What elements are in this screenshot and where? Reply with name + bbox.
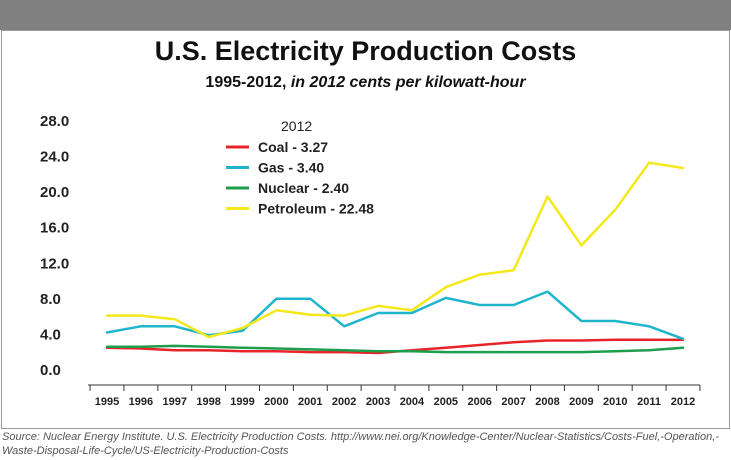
series-line [105, 290, 685, 341]
x-tick-label: 2002 [332, 396, 356, 408]
header-bar [0, 0, 731, 30]
x-tick-label: 2009 [569, 396, 593, 408]
series-line [105, 161, 685, 339]
x-tick-label: 2000 [264, 396, 288, 408]
x-tick-label: 2003 [366, 396, 390, 408]
legend-entry: Gas - 3.40 [258, 160, 324, 176]
legend-entry: Petroleum - 22.48 [258, 201, 374, 217]
x-tick-label: 2008 [535, 396, 559, 408]
source-note: Source: Nuclear Energy Institute. U.S. E… [2, 431, 719, 457]
series-line [105, 344, 685, 354]
chart-frame [1, 30, 730, 429]
y-tick-label: 28.0 [40, 113, 69, 130]
x-tick-label: 2001 [298, 396, 322, 408]
x-tick-label: 2004 [400, 396, 425, 408]
y-tick-label: 4.0 [40, 326, 61, 343]
chart-axes: 0.0 4.0 8.0 12.0 16.0 20.0 24.0 28.0 1995 1996 199… [40, 113, 701, 408]
chart-series [105, 161, 685, 355]
x-tick-label: 2007 [501, 396, 525, 408]
chart-legend: 2012 Coal - 3.27 Gas - 3.40 Nuclear - 2.40 P… [226, 118, 374, 217]
x-tick-label: 2010 [603, 396, 627, 408]
legend-entry: Coal - 3.27 [258, 139, 328, 155]
x-tick-label: 2006 [467, 396, 491, 408]
y-tick-label: 20.0 [40, 184, 69, 201]
y-tick-label: 12.0 [40, 255, 69, 272]
chart-subtitle: 1995-2012, in 2012 cents per kilowatt-ho… [0, 74, 731, 92]
x-tick-label: 1996 [129, 396, 153, 408]
subtitle-range: 1995-2012, [205, 74, 291, 91]
x-tick-label: 1998 [196, 396, 220, 408]
subtitle-units: in 2012 cents per kilowatt-hour [290, 74, 526, 91]
y-tick-label: 16.0 [40, 220, 69, 237]
x-tick-label: 1995 [95, 396, 119, 408]
legend-title: 2012 [281, 118, 312, 134]
x-tick-label: 2011 [637, 396, 661, 408]
x-tick-label: 2005 [434, 396, 458, 408]
x-tick-label: 1999 [230, 396, 254, 408]
y-tick-label: 24.0 [40, 149, 69, 166]
chart-title: U.S. Electricity Production Costs [154, 36, 577, 66]
x-tick-label: 1997 [163, 396, 187, 408]
x-tick-label: 2012 [671, 396, 695, 408]
y-tick-label: 8.0 [40, 291, 61, 308]
legend-entry: Nuclear - 2.40 [258, 180, 349, 196]
y-tick-label: 0.0 [40, 362, 61, 379]
